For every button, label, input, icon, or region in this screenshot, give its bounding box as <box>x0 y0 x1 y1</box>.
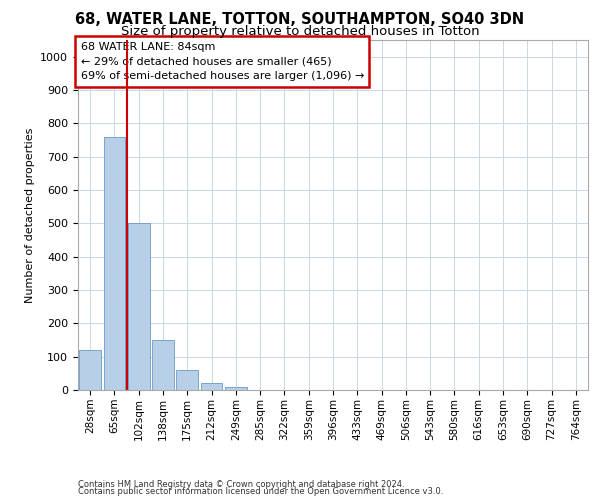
Text: 68 WATER LANE: 84sqm
← 29% of detached houses are smaller (465)
69% of semi-deta: 68 WATER LANE: 84sqm ← 29% of detached h… <box>80 42 364 82</box>
Text: Size of property relative to detached houses in Totton: Size of property relative to detached ho… <box>121 25 479 38</box>
Text: Contains public sector information licensed under the Open Government Licence v3: Contains public sector information licen… <box>78 488 443 496</box>
Text: Contains HM Land Registry data © Crown copyright and database right 2024.: Contains HM Land Registry data © Crown c… <box>78 480 404 489</box>
Bar <box>225 386 247 390</box>
Bar <box>200 384 223 390</box>
Bar <box>152 340 174 390</box>
Text: 68, WATER LANE, TOTTON, SOUTHAMPTON, SO40 3DN: 68, WATER LANE, TOTTON, SOUTHAMPTON, SO4… <box>76 12 524 28</box>
Bar <box>176 370 198 390</box>
Bar <box>104 136 125 390</box>
Bar <box>128 224 149 390</box>
Bar <box>79 350 101 390</box>
Y-axis label: Number of detached properties: Number of detached properties <box>25 128 35 302</box>
